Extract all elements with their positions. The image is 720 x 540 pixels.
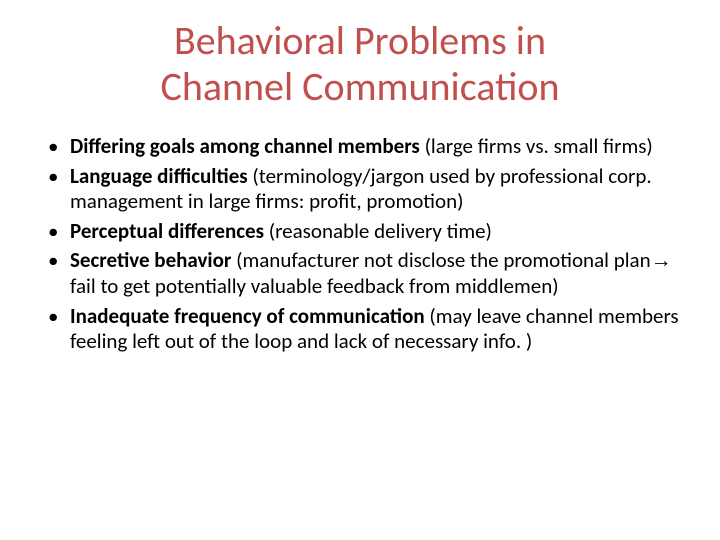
- bullet-bold: Perceptual differences: [70, 218, 269, 244]
- bullet-rest2: fail to get potentially valuable feedbac…: [70, 273, 559, 299]
- slide: Behavioral Problems in Channel Communica…: [0, 0, 720, 540]
- bullet-item: Differing goals among channel members (l…: [46, 134, 680, 160]
- title-line-1: Behavioral Problems in: [174, 16, 546, 65]
- bullet-rest: (manufacturer not disclose the promotion…: [236, 247, 651, 273]
- bullet-item: Inadequate frequency of communication (m…: [46, 304, 680, 355]
- bullet-rest: (reasonable delivery time): [269, 218, 492, 244]
- bullet-bold: Language difficulties: [70, 163, 252, 189]
- bullet-item: Language difficulties (terminology/jargo…: [46, 164, 680, 215]
- slide-title: Behavioral Problems in Channel Communica…: [40, 18, 680, 110]
- bullet-bold: Differing goals among channel members: [70, 133, 425, 159]
- bullet-list: Differing goals among channel members (l…: [40, 134, 680, 355]
- bullet-item: Perceptual differences (reasonable deliv…: [46, 219, 680, 245]
- bullet-rest: (large firms vs. small firms): [425, 133, 653, 159]
- bullet-bold: Inadequate frequency of communication: [70, 303, 429, 329]
- arrow-icon: →: [651, 249, 672, 272]
- title-line-2: Channel Communication: [161, 62, 560, 111]
- bullet-bold: Secretive behavior: [70, 247, 236, 273]
- bullet-item: Secretive behavior (manufacturer not dis…: [46, 248, 680, 299]
